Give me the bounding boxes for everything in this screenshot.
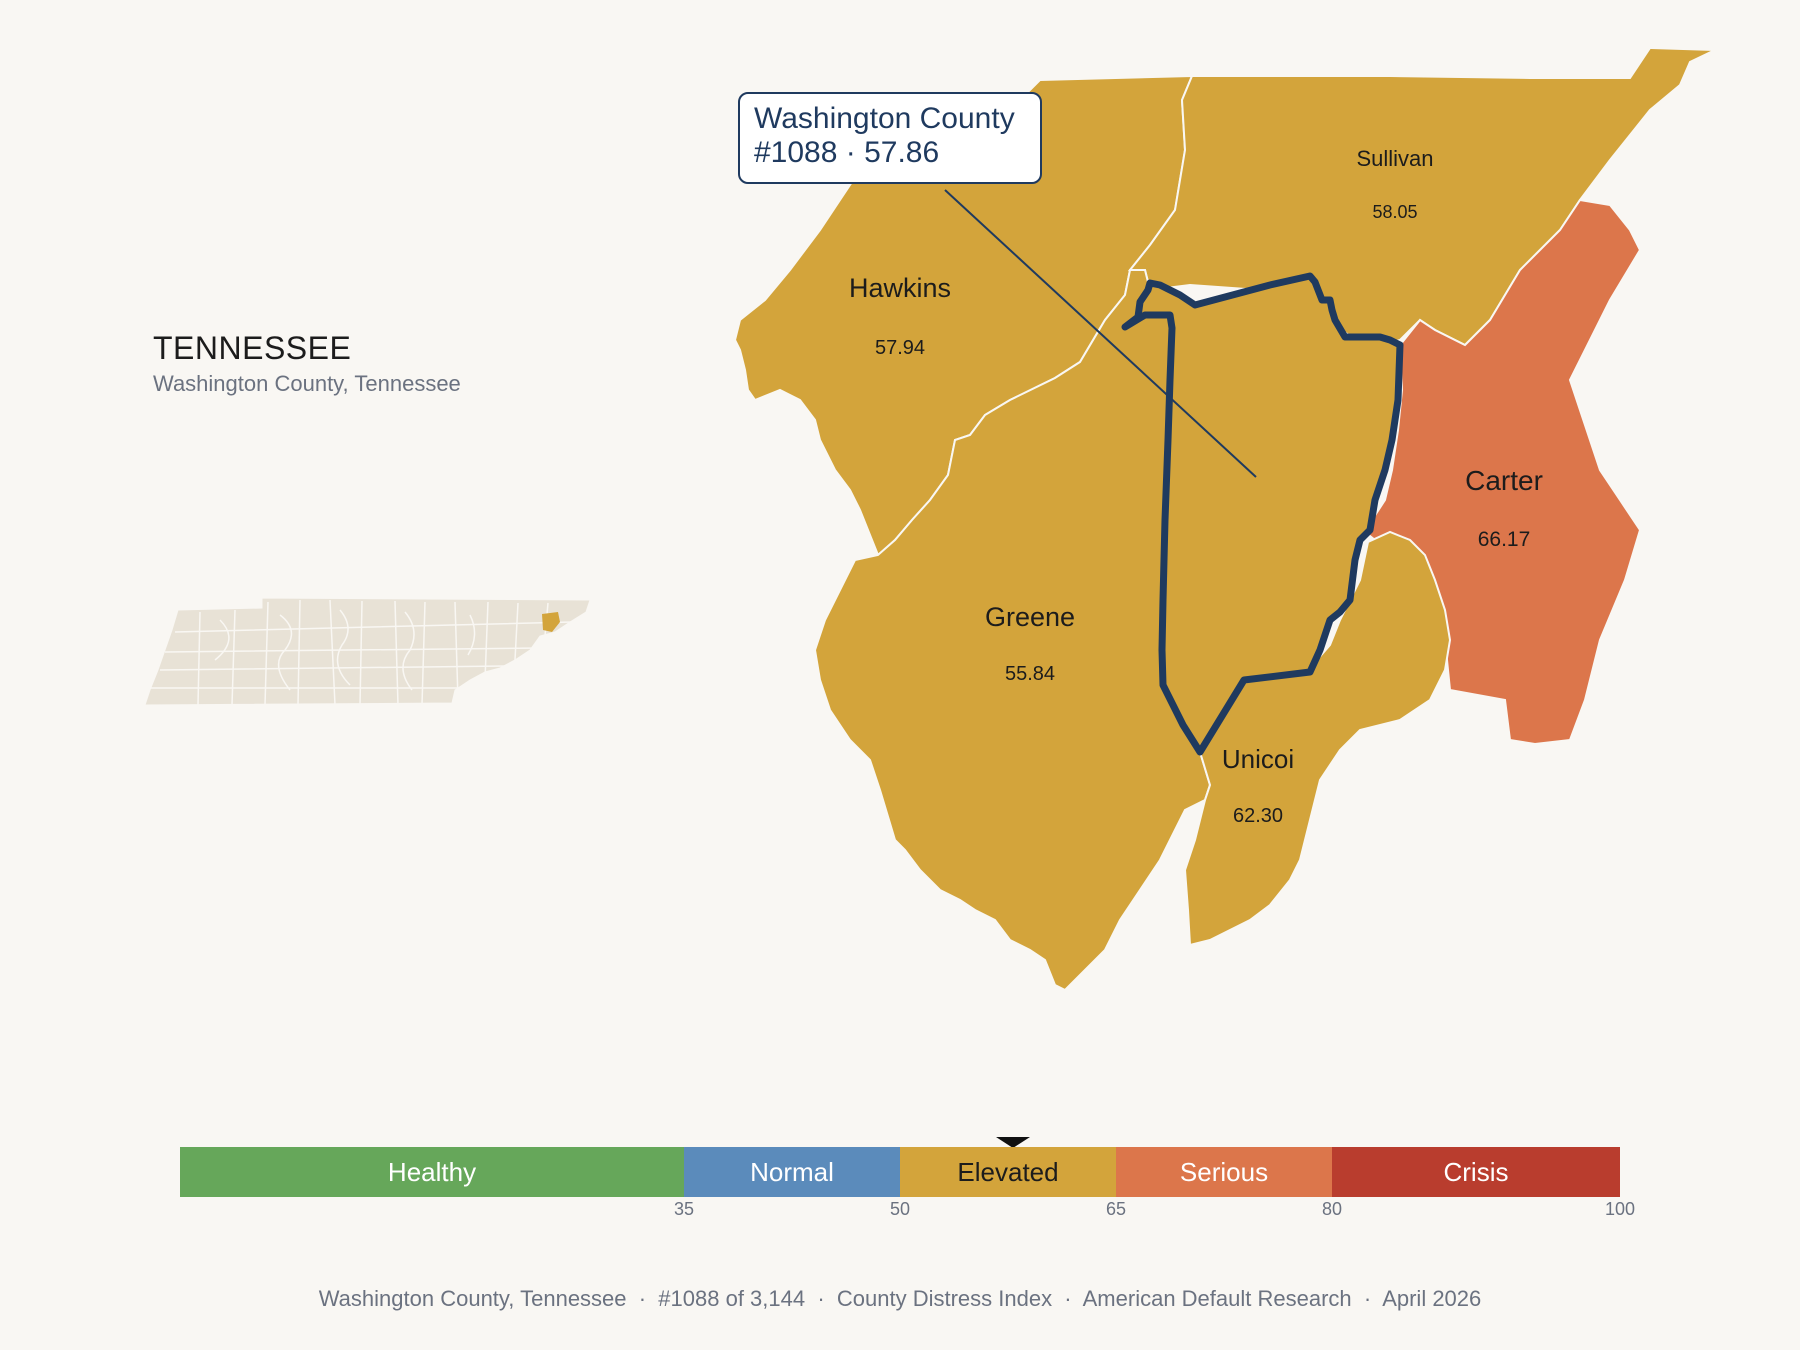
state-title: TENNESSEE — [153, 330, 352, 366]
legend-tick-80: 80 — [1321, 1199, 1343, 1219]
legend-label-elevated: Elevated — [957, 1156, 1059, 1187]
callout-rank-score: #1088 · 57.86 — [754, 136, 940, 169]
county-label-unicoi: Unicoi — [1222, 744, 1294, 774]
county-score-unicoi: 62.30 — [1233, 805, 1283, 827]
legend-segment-crisis: Crisis — [1332, 1147, 1620, 1197]
tennessee-inset-map — [144, 597, 591, 706]
county-subtitle: Washington County, Tennessee — [153, 371, 461, 396]
county-score-hawkins: 57.94 — [875, 337, 925, 359]
county-score-carter: 66.17 — [1478, 528, 1531, 551]
legend-segment-normal: Normal — [684, 1147, 900, 1197]
distress-legend: Healthy Normal Elevated Serious Crisis — [180, 1147, 1620, 1197]
callout-county-name: Washington County — [754, 102, 1015, 135]
county-score-greene: 55.84 — [1005, 663, 1055, 685]
legend-label-crisis: Crisis — [1443, 1156, 1509, 1187]
legend-tick-50: 50 — [889, 1199, 911, 1219]
legend-tick-65: 65 — [1105, 1199, 1127, 1219]
inset-washington-highlight — [542, 612, 560, 632]
legend-label-normal: Normal — [750, 1156, 834, 1187]
legend-segment-healthy: Healthy — [180, 1147, 684, 1197]
legend-tick-100: 100 — [1604, 1199, 1636, 1219]
score-marker — [996, 1137, 1030, 1148]
footer-caption: Washington County, Tennessee · #1088 of … — [318, 1286, 1482, 1311]
county-label-hawkins: Hawkins — [849, 273, 951, 303]
legend-segment-serious: Serious — [1116, 1147, 1332, 1197]
legend-label-healthy: Healthy — [387, 1156, 477, 1187]
map-header: TENNESSEE Washington County, Tennessee — [153, 330, 461, 397]
callout-leader-line — [944, 189, 1257, 478]
county-label-carter: Carter — [1465, 465, 1543, 496]
county-score-sullivan: 58.05 — [1372, 202, 1417, 222]
county-label-greene: Greene — [985, 602, 1075, 632]
legend-tick-35: 35 — [673, 1199, 695, 1219]
county-washington[interactable] — [1121, 272, 1404, 756]
county-label-sullivan: Sullivan — [1356, 146, 1433, 171]
legend-segment-elevated: Elevated — [900, 1147, 1116, 1197]
county-callout: Washington County #1088 · 57.86 — [738, 92, 1042, 184]
legend-label-serious: Serious — [1179, 1156, 1269, 1187]
